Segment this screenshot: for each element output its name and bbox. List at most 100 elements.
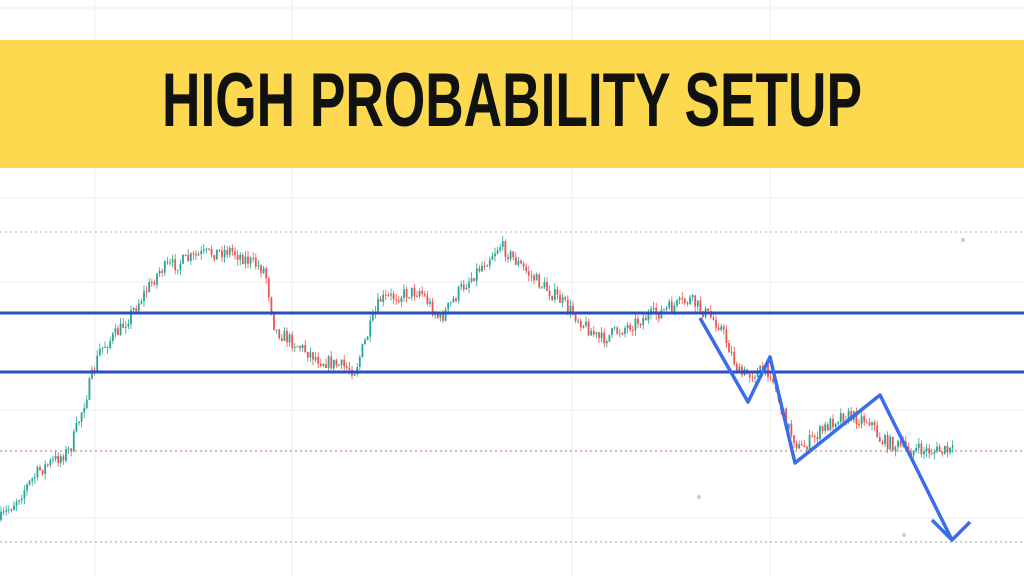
candle-body — [832, 418, 834, 427]
candle-body — [322, 364, 325, 366]
candle-body — [769, 376, 772, 379]
candle-body — [923, 451, 925, 455]
candle-body — [754, 377, 756, 379]
candle-body — [434, 314, 437, 316]
candle-body — [215, 249, 218, 260]
candle-body — [218, 249, 221, 251]
candle-body — [431, 301, 434, 316]
candle-body — [291, 334, 294, 348]
candle-body — [234, 251, 236, 256]
candle-body — [696, 300, 699, 307]
candle-body — [881, 442, 884, 445]
candle-body — [54, 455, 57, 459]
candle-body — [457, 286, 460, 301]
candle-body — [283, 330, 286, 341]
candle-body — [223, 250, 226, 258]
candle-body — [158, 270, 161, 274]
candle-body — [577, 320, 580, 322]
candle-body — [925, 448, 928, 452]
candle-body — [569, 305, 572, 312]
candle-body — [691, 295, 694, 298]
candle-body — [348, 367, 351, 370]
candle-body — [808, 435, 811, 450]
candle-body — [642, 317, 645, 326]
candle-body — [803, 445, 806, 448]
candle-body — [821, 426, 824, 431]
candle-body — [629, 324, 632, 330]
candle-body — [119, 323, 122, 335]
candle-body — [13, 505, 15, 511]
candle-body — [262, 268, 265, 273]
candle-body — [813, 435, 816, 438]
candle-body — [101, 347, 104, 349]
candle-body — [655, 307, 658, 315]
candle-body — [392, 293, 395, 300]
candle-body — [639, 323, 642, 326]
candle-body — [174, 259, 177, 271]
candle-body — [488, 259, 491, 266]
candle-body — [306, 351, 309, 358]
candle-body — [538, 274, 541, 288]
candle-body — [899, 441, 902, 446]
candle-body — [501, 241, 504, 248]
candle-body — [933, 451, 936, 454]
candle-body — [270, 297, 273, 314]
candle-body — [850, 411, 853, 421]
candle-body — [938, 446, 941, 452]
candle-body — [384, 294, 387, 296]
candle-body — [267, 278, 270, 298]
candle-body — [756, 370, 759, 378]
candle-body — [715, 319, 717, 328]
candle-body — [949, 447, 951, 453]
candle-body — [673, 305, 676, 312]
candle-body — [681, 297, 684, 299]
candle-body — [213, 255, 216, 260]
candle-body — [886, 434, 889, 450]
candle-body — [140, 301, 143, 304]
candle-body — [665, 307, 668, 310]
candle-body — [917, 443, 920, 449]
candle-body — [943, 445, 946, 454]
candle-body — [475, 268, 478, 281]
candle-body — [278, 329, 281, 339]
candle-body — [631, 329, 634, 331]
candle-body — [772, 378, 775, 383]
candle-body — [104, 346, 106, 348]
candle-body — [33, 477, 36, 479]
candle-body — [730, 351, 733, 353]
candle-body — [930, 453, 933, 455]
candle-body — [871, 422, 873, 426]
candle-body — [527, 271, 530, 276]
candle-body — [179, 263, 182, 270]
candle-body — [41, 470, 44, 474]
candle-body — [423, 293, 426, 296]
candle-body — [241, 254, 244, 264]
candle-body — [335, 359, 338, 366]
candle-body — [395, 299, 398, 301]
candle-body — [759, 365, 762, 371]
candle-body — [197, 254, 200, 256]
candle-body — [894, 447, 897, 451]
candle-body — [847, 411, 850, 422]
candle-body — [868, 422, 871, 426]
candle-body — [364, 339, 366, 344]
candle-body — [182, 254, 184, 264]
candle-body — [189, 253, 192, 261]
candle-body — [834, 423, 837, 427]
candle-body — [369, 320, 372, 337]
candle-body — [429, 301, 431, 304]
candle-body — [319, 363, 322, 366]
candle-body — [252, 257, 255, 259]
candle-body — [249, 257, 252, 264]
candle-body — [494, 253, 496, 257]
candle-body — [88, 378, 91, 400]
candle-body — [65, 449, 67, 461]
candle-body — [413, 287, 416, 296]
candle-body — [790, 423, 793, 436]
candle-body — [163, 261, 166, 273]
candle-body — [171, 259, 174, 263]
candle-body — [670, 301, 673, 312]
candle-body — [400, 297, 403, 302]
candle-body — [936, 446, 938, 452]
